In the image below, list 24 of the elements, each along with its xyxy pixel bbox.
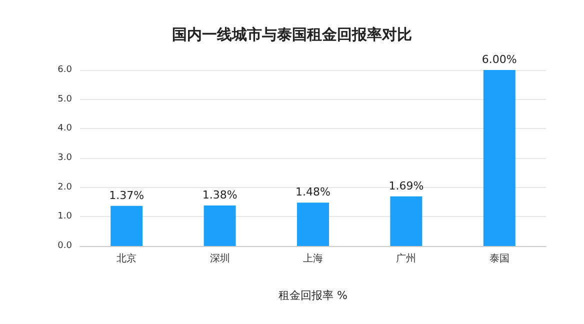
data-label: 1.48%: [296, 186, 330, 199]
x-axis-title: 租金回报率 %: [278, 289, 348, 302]
data-label: 6.00%: [482, 53, 517, 66]
bar: [483, 70, 516, 246]
y-tick-label: 0.0: [58, 241, 72, 251]
y-tick-label: 5.0: [58, 94, 72, 104]
y-tick-label: 6.0: [58, 65, 72, 75]
y-tick-label: 2.0: [58, 182, 72, 192]
bar: [204, 206, 236, 246]
bar: [297, 202, 329, 246]
y-tick-label: 1.0: [58, 212, 72, 222]
bar: [390, 196, 422, 246]
y-tick-label: 3.0: [58, 153, 72, 163]
y-tick-label: 4.0: [58, 124, 72, 134]
x-tick-label: 泰国: [489, 254, 510, 264]
data-label: 1.38%: [202, 188, 238, 202]
chart-title: 国内一线城市与泰国租金回报率对比: [172, 26, 412, 44]
x-tick-label: 北京: [116, 252, 137, 264]
x-tick-label: 广州: [396, 252, 416, 264]
data-label: 1.37%: [109, 188, 144, 202]
data-label: 1.69%: [388, 179, 424, 192]
x-tick-label: 上海: [303, 252, 323, 264]
x-tick-label: 深圳: [210, 252, 230, 264]
bar: [110, 206, 143, 246]
